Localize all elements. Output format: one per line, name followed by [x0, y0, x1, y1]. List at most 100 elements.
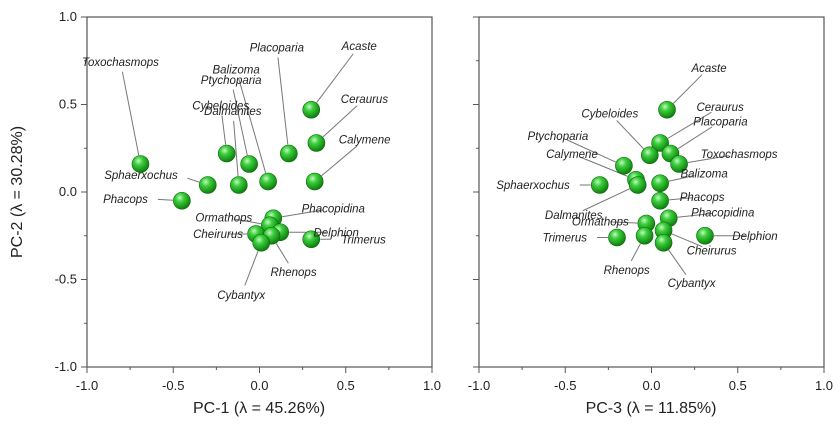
leader-line	[687, 155, 730, 164]
data-point	[280, 144, 298, 163]
data-point	[217, 144, 236, 163]
point-label: Cheirurus	[687, 246, 737, 258]
point-label: Phacops	[680, 192, 725, 204]
point-label: Toxochasmops	[701, 149, 778, 161]
leader-line	[677, 212, 713, 218]
data-points-right	[590, 100, 714, 252]
y-tick-label: -0.5	[55, 272, 77, 287]
y-tick-label: -1.0	[55, 359, 77, 374]
point-label: Sphaerxochus	[496, 180, 570, 192]
y-tick-label: 0.5	[59, 97, 77, 112]
y-axis-label: PC-2 (λ = 30.28%)	[9, 126, 26, 258]
leader-line	[121, 71, 140, 156]
data-point	[615, 156, 633, 175]
point-label: Ceraurus	[696, 102, 744, 114]
leader-line	[667, 111, 712, 139]
x-tick-labels-right: -1.0 -0.5 0.0 0.5 1.0	[468, 378, 833, 393]
point-label: Dalmanites	[204, 106, 262, 118]
plot-frame-right	[478, 16, 825, 368]
data-point	[240, 155, 258, 173]
point-label: Balizoma	[680, 168, 727, 180]
tick-marks-right	[473, 16, 825, 373]
data-point	[658, 100, 676, 119]
leader-line	[668, 174, 695, 182]
leader-line	[669, 197, 693, 201]
data-point	[307, 134, 326, 152]
x-axis-label-left: PC-1 (λ = 45.26%)	[193, 400, 325, 417]
x-tick-label: 0.0	[642, 378, 660, 393]
x-tick-label: -1.0	[468, 378, 490, 393]
point-label: Toxochasmops	[82, 57, 159, 69]
leader-line	[238, 78, 267, 173]
point-label: Acaste	[341, 41, 377, 53]
data-point	[252, 233, 271, 252]
data-point	[651, 174, 669, 193]
leader-line	[610, 221, 638, 224]
data-point	[696, 226, 714, 245]
leader-line	[566, 139, 616, 163]
leader-line	[233, 218, 262, 225]
y-tick-label: 0.0	[59, 184, 77, 199]
data-point	[259, 172, 277, 191]
data-point	[302, 230, 321, 249]
point-label: Cybantyx	[217, 290, 266, 302]
point-label: Delphion	[732, 231, 777, 243]
point-label: Cybeloides	[581, 108, 638, 120]
x-tick-label: -1.0	[76, 378, 98, 393]
leader-line	[677, 126, 713, 150]
x-tick-label: -0.5	[554, 378, 576, 393]
data-points-left	[131, 100, 326, 252]
leader-line	[322, 105, 358, 138]
y-tick-labels-left: 1.0 0.5 0.0 -0.5 -1.0	[55, 9, 77, 374]
leader-line	[316, 53, 354, 103]
x-tick-label: 0.5	[729, 378, 747, 393]
point-label: Trimerus	[542, 233, 587, 245]
point-label: Dalmanites	[545, 210, 603, 222]
leader-line	[221, 115, 227, 145]
point-label: Ormathops	[195, 212, 252, 224]
pc1-pc2-panel: -1.0 -0.5 0.0 0.5 1.0 1.0 0.5 0.0 -0.5 -1.0 Toxo…	[9, 9, 441, 417]
point-label: Cybeloides	[192, 101, 249, 113]
leader-line	[282, 209, 324, 218]
leader-lines-right	[566, 74, 745, 275]
point-label: Acaste	[690, 63, 726, 75]
leader-line	[616, 120, 644, 150]
leader-line	[275, 243, 289, 264]
data-point	[640, 146, 659, 165]
y-tick-label: 1.0	[59, 9, 77, 24]
leader-line	[671, 233, 703, 248]
point-label: Ptychoparia	[201, 75, 262, 87]
data-point	[654, 233, 673, 252]
pc3-pc2-panel: -1.0 -0.5 0.0 0.5 1.0 Acaste Ceraurus Cybeloid…	[468, 16, 833, 417]
point-label: Calymene	[339, 135, 391, 147]
point-label: Cheirurus	[193, 229, 243, 241]
data-point	[651, 191, 669, 210]
x-tick-label: -0.5	[162, 378, 184, 393]
point-label: Cybantyx	[668, 278, 717, 290]
leader-line	[673, 74, 703, 104]
point-label: Calymene	[546, 149, 598, 161]
point-label: Rhenops	[604, 265, 650, 277]
x-tick-label: 1.0	[815, 378, 833, 393]
data-point	[305, 172, 324, 191]
leader-line	[244, 250, 259, 286]
x-tick-label: 1.0	[423, 378, 441, 393]
leader-lines-left	[121, 53, 358, 286]
data-point	[628, 176, 647, 194]
leader-line	[233, 120, 239, 177]
data-point	[302, 100, 321, 119]
point-label: Phacopidina	[302, 203, 365, 215]
data-point	[590, 176, 609, 194]
point-label: Trimerus	[341, 234, 386, 246]
point-label: Delphion	[313, 227, 358, 239]
point-label: Rhenops	[271, 267, 317, 279]
leader-line	[187, 177, 200, 183]
leader-line	[321, 145, 358, 177]
point-labels-left: Toxochasmops Sphaerxochus Phacops Cybeloide…	[82, 41, 391, 302]
point-labels-right: Acaste Ceraurus Cybeloides Placoparia Toxoch…	[496, 63, 778, 290]
data-point	[173, 191, 191, 210]
leader-line	[668, 249, 687, 275]
point-label: Balizoma	[212, 65, 259, 77]
point-label: Ceraurus	[341, 94, 389, 106]
